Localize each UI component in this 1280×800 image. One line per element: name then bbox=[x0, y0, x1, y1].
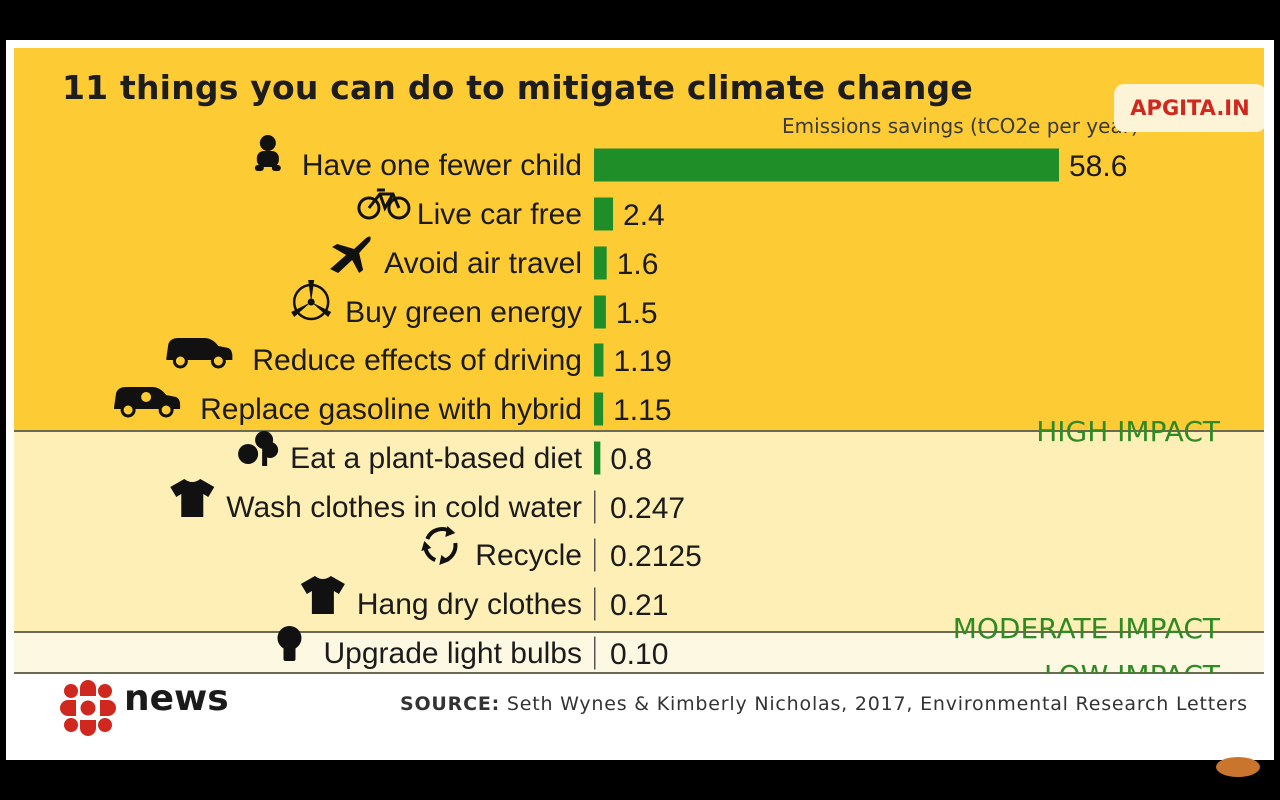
bar-6 bbox=[594, 392, 604, 426]
category-label-2: Live car free bbox=[417, 198, 582, 231]
chart-panel: 11 things you can do to mitigate climate… bbox=[14, 48, 1264, 674]
bar-chart: Have one fewer child 58.6 Live car free 2.4… bbox=[114, 135, 1221, 674]
category-label-5: Reduce effects of driving bbox=[252, 344, 582, 377]
units-label: Emissions savings (tCO2e per year) bbox=[782, 114, 1139, 138]
value-label-8: 0.247 bbox=[610, 492, 685, 525]
value-label-9: 0.2125 bbox=[610, 540, 702, 573]
chart-title: 11 things you can do to mitigate climate… bbox=[62, 68, 973, 107]
category-label-8: Wash clothes in cold water bbox=[226, 491, 582, 524]
news-wordmark: news bbox=[124, 678, 229, 719]
bar-1 bbox=[594, 148, 1059, 182]
car-icon bbox=[166, 338, 233, 369]
bar-2 bbox=[594, 197, 614, 231]
bar-3 bbox=[594, 246, 607, 280]
hybrid-car-icon bbox=[114, 387, 181, 418]
source-citation: SOURCE: Seth Wynes & Kimberly Nicholas, … bbox=[400, 693, 1248, 715]
moderate-impact-band bbox=[14, 430, 1264, 633]
category-label-10: Hang dry clothes bbox=[357, 588, 582, 621]
bar-11 bbox=[594, 636, 596, 670]
baby-icon bbox=[254, 135, 281, 171]
value-label-1: 58.6 bbox=[1069, 150, 1127, 183]
category-label-4: Buy green energy bbox=[345, 296, 582, 329]
category-label-6: Replace gasoline with hybrid bbox=[200, 393, 582, 426]
bar-7 bbox=[594, 441, 601, 475]
infographic-frame: 11 things you can do to mitigate climate… bbox=[6, 40, 1274, 760]
tshirt-icon bbox=[170, 479, 215, 517]
bar-5 bbox=[594, 343, 604, 377]
bar-4 bbox=[594, 295, 606, 329]
bar-9 bbox=[594, 538, 596, 572]
value-label-6: 1.15 bbox=[613, 394, 671, 427]
light-bulb-icon bbox=[277, 626, 302, 661]
footer: news SOURCE: Seth Wynes & Kimberly Nicho… bbox=[6, 674, 1274, 760]
tshirt-icon bbox=[300, 576, 345, 614]
wind-turbine-icon bbox=[291, 280, 332, 321]
bar-8 bbox=[594, 490, 596, 524]
value-label-10: 0.21 bbox=[610, 589, 668, 622]
watermark: APGITA.IN bbox=[1114, 84, 1264, 132]
value-label-2: 2.4 bbox=[623, 199, 665, 232]
source-text: Seth Wynes & Kimberly Nicholas, 2017, En… bbox=[506, 693, 1248, 715]
bicycle-icon bbox=[357, 188, 411, 220]
category-label-7: Eat a plant-based diet bbox=[290, 442, 583, 475]
recycle-icon bbox=[421, 526, 458, 565]
airplane-icon bbox=[330, 236, 371, 273]
value-label-7: 0.8 bbox=[610, 443, 652, 476]
category-label-9: Recycle bbox=[475, 539, 582, 572]
value-label-11: 0.10 bbox=[610, 638, 668, 671]
impact-label-high-impact: HIGH IMPACT bbox=[1036, 415, 1221, 448]
vegetables-icon bbox=[238, 431, 279, 466]
value-label-4: 1.5 bbox=[616, 297, 658, 330]
category-label-1: Have one fewer child bbox=[302, 149, 582, 182]
impact-label-moderate-impact: MODERATE IMPACT bbox=[953, 612, 1221, 645]
impact-label-low-impact: LOW IMPACT bbox=[1044, 659, 1221, 674]
low-impact-band bbox=[14, 631, 1264, 674]
category-label-11: Upgrade light bulbs bbox=[323, 637, 582, 670]
category-label-3: Avoid air travel bbox=[384, 247, 582, 280]
value-label-3: 1.6 bbox=[617, 248, 659, 281]
cbc-gem-icon bbox=[60, 680, 116, 736]
channel-badge bbox=[1216, 757, 1260, 777]
bar-10 bbox=[594, 587, 596, 621]
source-prefix: SOURCE: bbox=[400, 693, 501, 715]
value-label-5: 1.19 bbox=[613, 345, 671, 378]
